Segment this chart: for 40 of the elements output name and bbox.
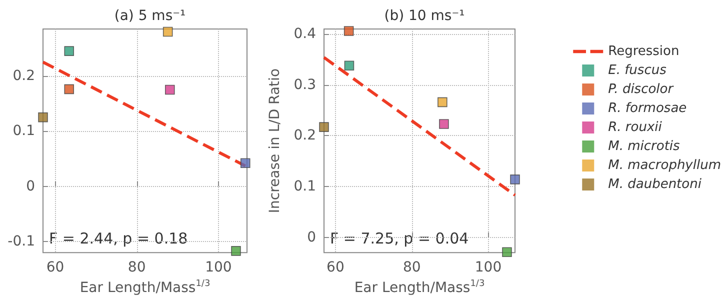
legend-label: M. daubentoni: [608, 177, 702, 192]
x-tick-label: 100: [474, 260, 502, 276]
y-tick-label: 0.3: [294, 76, 316, 93]
point: [510, 174, 520, 184]
y-tick-label: 0.4: [294, 26, 316, 42]
y-tick-label: 0: [307, 229, 316, 246]
point: [438, 97, 448, 108]
legend-label: M. microtis: [608, 139, 680, 154]
chart-title: (b) 10 ms⁻¹: [384, 8, 465, 24]
point: [64, 84, 74, 94]
x-tick-label: 80: [402, 260, 421, 276]
point: [164, 84, 175, 95]
point: [344, 26, 354, 36]
point: [162, 26, 173, 37]
y-tick-label: 0.2: [294, 128, 316, 144]
point: [240, 158, 250, 168]
y-tick-label: -0.1: [8, 234, 35, 250]
legend-label: P. discolor: [608, 82, 675, 97]
x-tick-label: 80: [128, 260, 146, 276]
point: [319, 122, 329, 132]
legend-label: M. macrophyllum: [608, 158, 722, 173]
y-tick-label: 0: [26, 178, 35, 194]
chart-title: (a) 5 ms⁻¹: [114, 8, 186, 24]
x-tick-label: 100: [205, 260, 232, 276]
point: [502, 247, 512, 257]
y-tick-label: 0.1: [12, 123, 35, 140]
legend-label: R. rouxii: [608, 120, 662, 135]
y-axis-title: Increase in L/D Ratio: [267, 68, 283, 214]
point: [231, 246, 241, 256]
legend-label: R. formosae: [608, 101, 687, 116]
point: [439, 119, 449, 129]
y-tick-label: 0.1: [294, 178, 316, 195]
point: [64, 46, 74, 56]
point: [38, 112, 48, 122]
legend-label: Regression: [608, 44, 680, 59]
x-tick-label: 60: [326, 260, 344, 276]
legend-label: E. fuscus: [608, 63, 667, 78]
y-tick-label: 0.2: [12, 68, 35, 84]
point: [344, 60, 354, 70]
x-tick-label: 60: [46, 260, 64, 276]
